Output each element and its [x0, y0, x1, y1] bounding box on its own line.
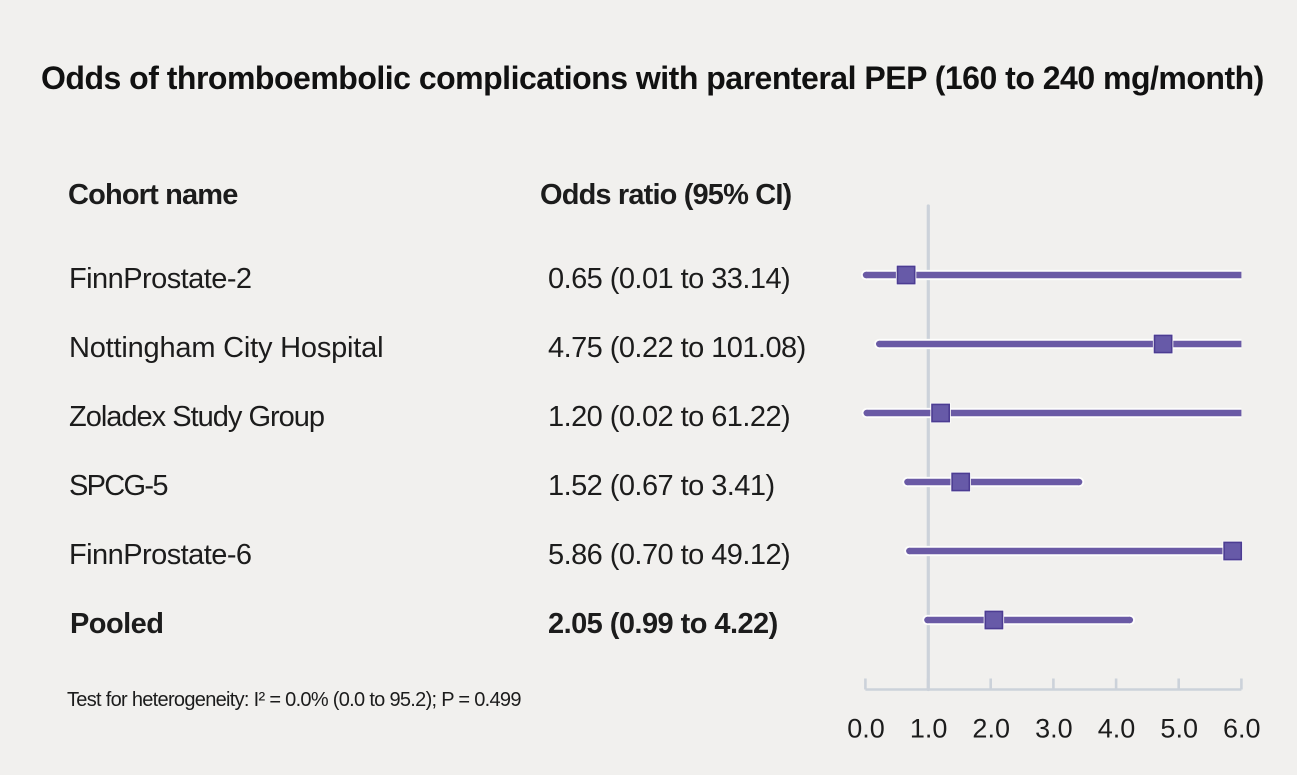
svg-text:4.0: 4.0: [1098, 714, 1136, 744]
svg-text:6.0: 6.0: [1223, 714, 1261, 744]
svg-text:5.0: 5.0: [1160, 714, 1198, 744]
svg-text:1.0: 1.0: [910, 714, 948, 744]
svg-text:3.0: 3.0: [1035, 714, 1073, 744]
svg-text:0.0: 0.0: [847, 714, 885, 744]
svg-text:2.0: 2.0: [972, 714, 1010, 744]
